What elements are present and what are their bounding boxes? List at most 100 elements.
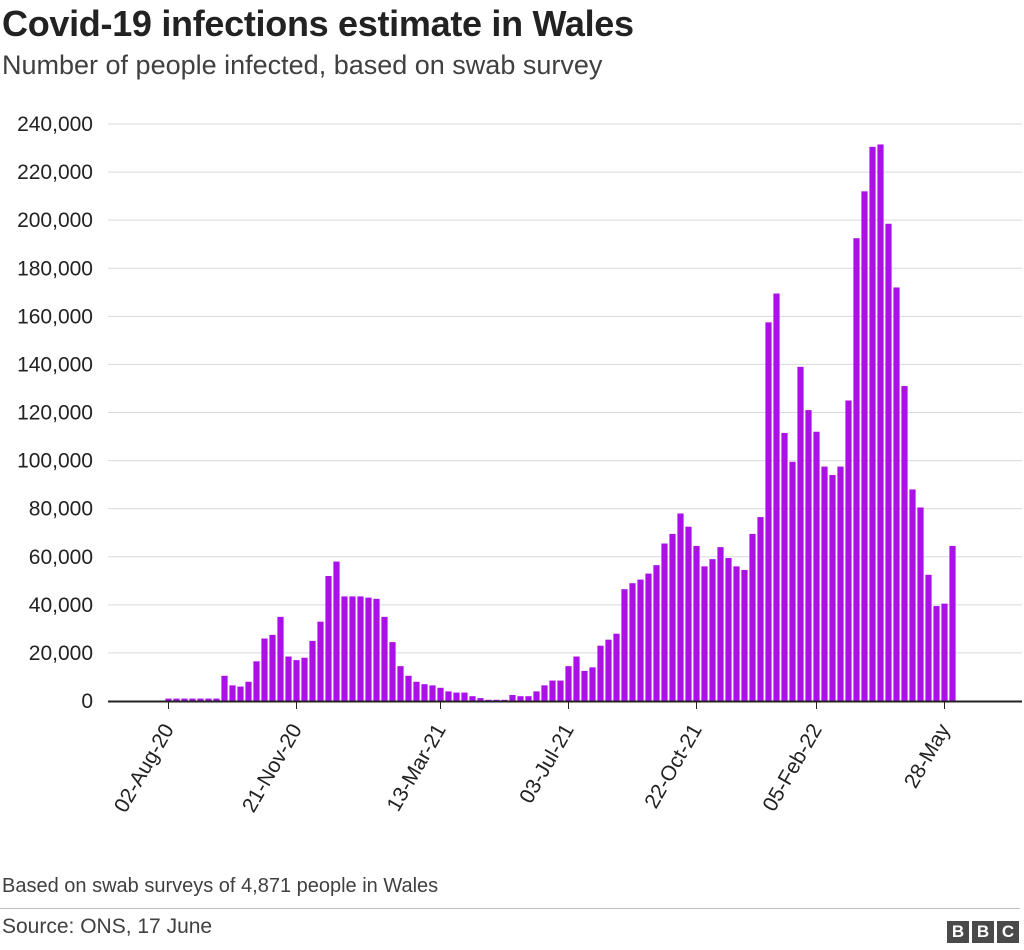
bar [461,692,468,701]
bar [333,561,340,701]
chart-subtitle: Number of people infected, based on swab… [2,50,603,80]
bar [533,691,540,701]
bar [205,698,212,701]
x-tick-label: 03-Jul-21 [515,720,579,807]
bar [517,696,524,701]
y-tick-label: 60,000 [29,546,93,569]
bar [621,589,628,701]
bar [293,660,300,701]
bar [605,639,612,701]
bar [869,146,876,701]
bar [261,638,268,701]
bar [773,293,780,701]
bar [661,543,668,701]
bar [925,574,932,701]
bar [525,696,532,701]
bar [909,489,916,701]
bar [365,597,372,701]
bar [885,223,892,701]
bar [781,432,788,701]
bar [349,596,356,701]
bar [453,692,460,701]
bar [669,533,676,701]
y-tick-label: 160,000 [17,305,93,328]
y-tick-label: 220,000 [17,161,93,184]
bar [933,606,940,701]
bar [733,566,740,701]
y-tick-label: 0 [81,690,93,713]
bar [893,287,900,701]
y-tick-label: 80,000 [29,498,93,521]
bar [677,513,684,701]
bar [229,685,236,701]
gridlines [108,123,1022,654]
bar [589,667,596,701]
bar [421,684,428,701]
bar [557,680,564,701]
bar [917,507,924,701]
bar [797,366,804,701]
bar [717,547,724,701]
bar [189,698,196,701]
bar [245,681,252,701]
bar [565,666,572,701]
footnote: Based on swab surveys of 4,871 people in… [2,875,439,897]
y-axis-labels: 0 20,000 40,000 60,000 80,000 100,000 120,000 1… [17,113,93,713]
bar [861,191,868,702]
bar [173,698,180,701]
bar [381,616,388,701]
bar [725,557,732,701]
bbc-logo: B B C [947,921,1019,943]
y-tick-label: 140,000 [17,353,93,376]
bar [581,670,588,701]
bar [741,569,748,701]
bar [485,699,492,701]
bar [389,642,396,701]
bar [757,517,764,701]
bar [685,526,692,701]
bar [181,698,188,701]
bar [357,596,364,701]
bar [941,603,948,701]
bar [165,698,172,701]
bar [301,657,308,701]
bar [805,410,812,701]
y-tick-label: 100,000 [17,450,93,473]
chart-title: Covid-19 infections estimate in Wales [2,3,634,44]
bar [541,685,548,701]
bar [653,565,660,701]
bar [309,640,316,701]
bar [213,698,220,701]
x-tick-label: 21-Nov-20 [238,720,307,816]
x-tick-label: 05-Feb-22 [758,720,826,815]
bar [637,579,644,701]
bar [405,675,412,701]
x-tick-label: 13-Mar-21 [382,720,450,815]
bar-chart: 0 20,000 40,000 60,000 80,000 100,000 120,000 1… [17,113,1022,817]
logo-letter: B [947,921,969,943]
bar [493,699,500,701]
bar [397,666,404,701]
bar [445,691,452,701]
x-axis-labels: 02-Aug-20 21-Nov-20 13-Mar-21 03-Jul-21 22-O… [110,720,955,817]
bar [853,238,860,701]
bar [789,461,796,701]
y-tick-label: 180,000 [17,257,93,280]
bar [877,144,884,701]
logo-letter: C [997,921,1019,943]
x-tick-label: 02-Aug-20 [110,720,179,816]
x-axis-ticks [168,702,945,709]
bar [837,466,844,701]
bar [197,698,204,701]
bar [437,687,444,701]
bar [901,386,908,701]
y-tick-label: 240,000 [17,113,93,136]
bar [549,680,556,701]
bar [373,598,380,701]
y-tick-label: 20,000 [29,642,93,665]
bar [765,322,772,701]
footer-divider [0,908,1020,909]
bar [221,675,228,701]
bar [645,573,652,701]
bars [165,144,956,702]
